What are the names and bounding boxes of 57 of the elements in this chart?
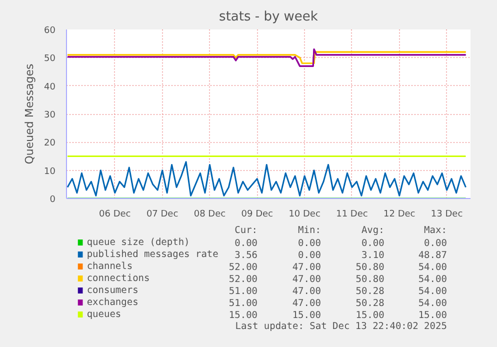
legend-label: connections xyxy=(86,273,150,284)
y-tick-label: 50 xyxy=(44,54,56,64)
x-tick-label: 06 Dec xyxy=(99,210,131,220)
x-tick-label: 08 Dec xyxy=(194,210,226,220)
text: 47.00 xyxy=(292,286,322,297)
text: Avg: xyxy=(361,225,384,236)
chart-title: stats - by week xyxy=(219,10,318,24)
text: 15.00 xyxy=(356,310,385,321)
y-tick-label: 0 xyxy=(50,195,56,205)
text: Cur: xyxy=(234,225,258,236)
text: 50.28 xyxy=(356,298,385,309)
text: 51.00 xyxy=(228,286,258,297)
y-tick-label: 20 xyxy=(44,138,56,149)
text: 3.56 xyxy=(234,250,258,261)
legend-label: published messages rate xyxy=(86,249,219,260)
x-tick-label: 07 Dec xyxy=(146,210,178,220)
text: 54.00 xyxy=(418,262,448,273)
text: 47.00 xyxy=(292,274,322,285)
text: 54.00 xyxy=(418,298,448,309)
legend-label: exchanges xyxy=(86,297,138,308)
text: 50.80 xyxy=(356,262,385,273)
text: 15.00 xyxy=(292,310,322,321)
text: 51.00 xyxy=(228,298,258,309)
y-tick-label: 60 xyxy=(44,26,56,36)
text: 54.00 xyxy=(418,286,448,297)
text: Max: xyxy=(424,225,447,236)
text: 3.10 xyxy=(361,250,385,261)
text: 48.87 xyxy=(418,250,447,261)
text: 52.00 xyxy=(228,262,258,273)
legend-label: consumers xyxy=(86,285,138,296)
text: 15.00 xyxy=(228,310,258,321)
legend-label: queues xyxy=(86,309,122,320)
text: 0.00 xyxy=(424,238,448,249)
x-tick-label: 11 Dec xyxy=(336,210,368,220)
text: 15.00 xyxy=(418,310,448,321)
text: 52.00 xyxy=(228,274,258,285)
text: 54.00 xyxy=(418,274,448,285)
legend-label: queue size (depth) xyxy=(86,237,190,248)
y-axis-title: Queued Messages xyxy=(23,63,36,164)
x-tick-label: 09 Dec xyxy=(241,210,274,220)
y-tick-label: 30 xyxy=(44,110,56,120)
text: 47.00 xyxy=(292,298,322,309)
text: 50.80 xyxy=(356,274,385,285)
text: 0.00 xyxy=(234,238,258,249)
text: 0.00 xyxy=(298,238,322,249)
y-tick-label: 10 xyxy=(44,166,56,177)
text: Last update: Sat Dec 13 22:40:02 2025 xyxy=(235,321,447,332)
text: 0.00 xyxy=(298,250,322,261)
text: 47.00 xyxy=(292,262,322,273)
text: 0.00 xyxy=(361,238,385,249)
x-tick-label: 12 Dec xyxy=(384,210,416,220)
legend-label: channels xyxy=(86,261,133,272)
x-tick-label: 10 Dec xyxy=(288,210,320,220)
text: Min: xyxy=(298,225,321,236)
text: 50.28 xyxy=(356,286,385,297)
x-tick-label: 13 Dec xyxy=(430,210,463,220)
y-tick-label: 40 xyxy=(44,82,56,92)
